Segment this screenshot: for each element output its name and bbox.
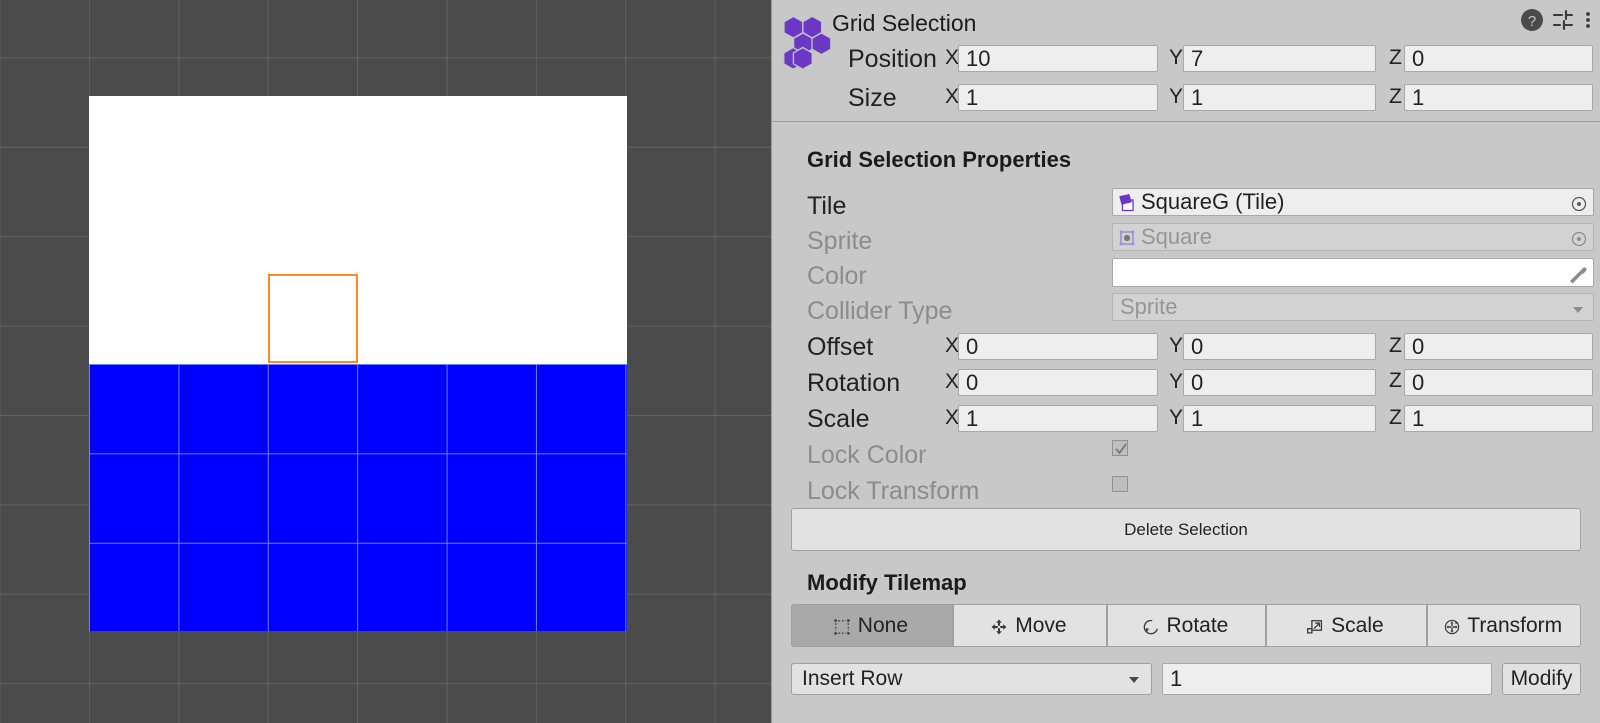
svg-text:?: ?	[1528, 13, 1536, 30]
